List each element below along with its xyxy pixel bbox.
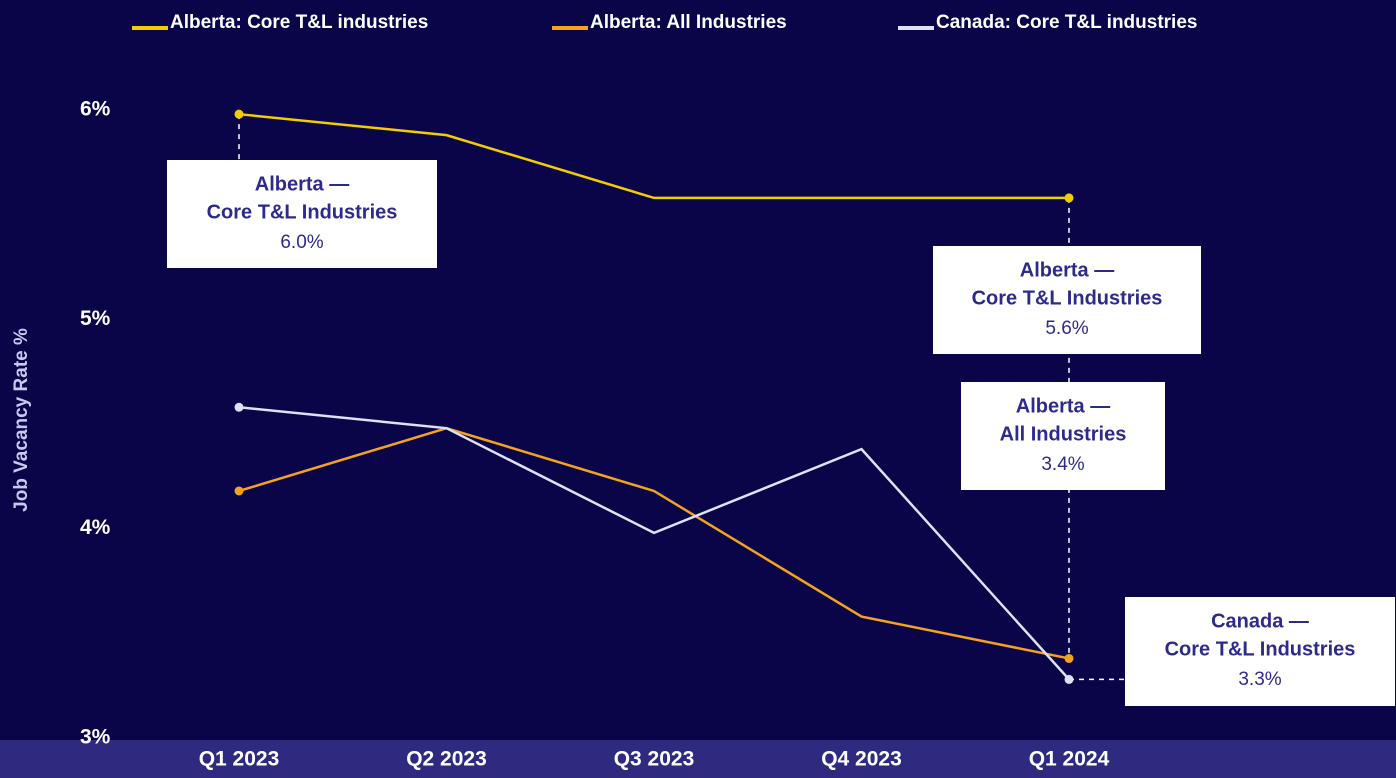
x-tick-label: Q3 2023 [614,748,695,771]
data-label: 5.6% [1045,318,1088,339]
y-tick-label: 6% [80,98,111,121]
y-tick-label: 3% [80,726,111,749]
x-tick-label: Q1 2024 [1029,748,1110,771]
data-label: 3.3% [1238,669,1281,690]
legend-label: Canada: Core T&L industries [936,12,1197,33]
annotation-text: Core T&L Industries [1165,638,1356,660]
annotation-text: Core T&L Industries [972,287,1163,309]
series-line [238,112,1069,200]
series-line [238,406,1070,681]
annotation-text: Canada — [1211,610,1309,632]
annotation-box [1125,597,1395,706]
point [234,109,244,119]
point [234,402,244,412]
legend-label: Alberta: Core T&L industries [170,12,428,33]
y-tick-label: 4% [80,516,111,539]
x-tick-label: Q4 2023 [821,748,902,771]
point [1064,674,1074,684]
x-tick-label: Q2 2023 [406,748,487,771]
annotation-text: Alberta — [255,173,349,195]
annotation-box [933,246,1201,354]
x-axis-band [0,740,1396,778]
legend-label: Alberta: All Industries [590,12,787,33]
x-tick-label: Q1 2023 [199,748,280,771]
annotation-text: All Industries [1000,423,1127,445]
annotation-text: Alberta — [1016,395,1110,417]
point [1064,653,1074,663]
point [1064,193,1074,203]
point [234,486,244,496]
y-tick-label: 5% [80,307,111,330]
annotation-text: Core T&L Industries [207,201,398,223]
data-label: 3.4% [1041,454,1084,475]
annotation-text: Alberta — [1020,259,1114,281]
annotation-box [167,160,437,268]
y-axis-label: Job Vacancy Rate % [11,328,32,512]
annotation-box [961,382,1165,490]
series-line [238,426,1070,660]
data-label: 6.0% [280,232,323,253]
